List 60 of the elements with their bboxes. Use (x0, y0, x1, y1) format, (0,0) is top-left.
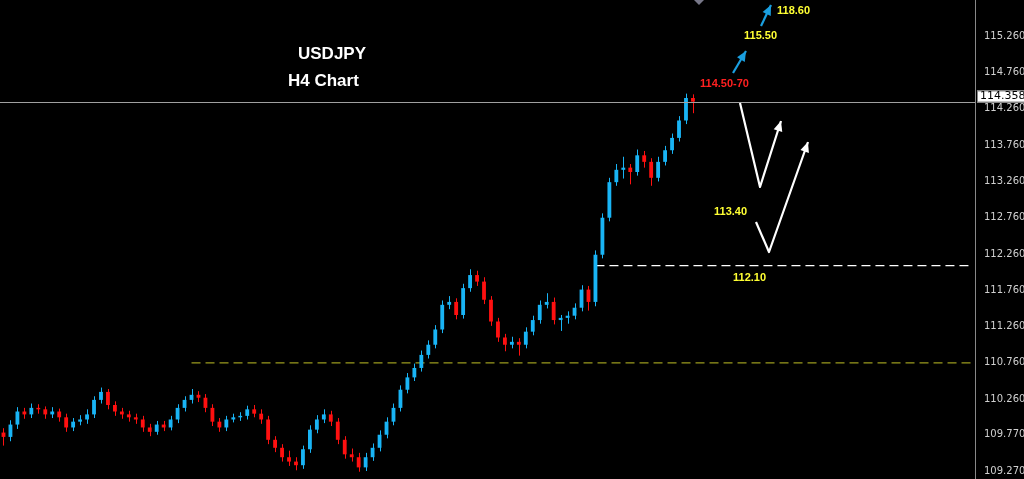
candlestick (210, 403, 215, 427)
y-tick-label: 110.260 (984, 392, 1024, 404)
candlestick (308, 424, 312, 454)
candlestick (496, 317, 500, 343)
candlestick (614, 163, 619, 187)
candlestick (551, 297, 556, 325)
candlestick (363, 452, 368, 472)
candlestick (342, 435, 347, 460)
candlestick (656, 156, 661, 182)
candlestick (405, 372, 410, 394)
annotation: 114.50-70 (700, 77, 749, 90)
ref-line-label: 114.358 (980, 89, 1024, 103)
y-tick-label: 112.260 (984, 247, 1024, 259)
y-tick-label: 111.260 (984, 320, 1024, 332)
candlestick (356, 452, 361, 473)
y-tick-label: 114.260 (984, 102, 1024, 114)
candlestick (433, 324, 438, 349)
candlestick (621, 156, 626, 180)
annotation: 112.10 (733, 270, 767, 284)
candlestick (175, 403, 180, 424)
candlestick (482, 276, 486, 305)
candlestick (684, 93, 688, 125)
candlestick (314, 414, 319, 434)
y-tick-label: 109.770 (984, 428, 1024, 440)
candlestick (335, 417, 340, 445)
annotation: 118.60 (777, 4, 811, 17)
candlestick (670, 133, 674, 155)
candlestick (489, 295, 493, 327)
candlestick (64, 413, 69, 433)
candlestick (468, 268, 472, 293)
candlestick (677, 115, 681, 143)
candlestick (530, 315, 535, 336)
candlestick (92, 395, 96, 419)
candlestick (426, 339, 431, 360)
text: USDJPY (298, 44, 367, 64)
y-tick-label: 115.260 (984, 29, 1024, 41)
y-tick-label: 112.760 (984, 211, 1024, 223)
candlestick (565, 310, 570, 325)
y-tick-label: 113.760 (984, 138, 1024, 150)
candlestick (266, 415, 271, 445)
y-tick-label: 114.760 (984, 66, 1024, 78)
candlestick (419, 350, 424, 373)
y-tick-label: 111.760 (984, 283, 1024, 295)
candlestick (691, 93, 695, 114)
candlestick (628, 163, 633, 185)
text: H4 Chart (288, 71, 359, 91)
candlestick (635, 149, 640, 177)
candlestick (454, 297, 459, 320)
y-tick-label: 113.260 (984, 175, 1024, 187)
annotation: 115.50 (744, 29, 778, 42)
annotation: 113.40 (714, 205, 748, 218)
y-tick-label: 109.270 (984, 464, 1024, 476)
y-tick-label: 110.760 (984, 356, 1024, 368)
candlestick (649, 157, 654, 187)
candlestick (663, 145, 667, 166)
candlestick (523, 326, 528, 349)
candlestick (301, 445, 305, 470)
candlestick (106, 388, 110, 410)
candlestick (15, 406, 20, 430)
candlestick (537, 299, 542, 325)
